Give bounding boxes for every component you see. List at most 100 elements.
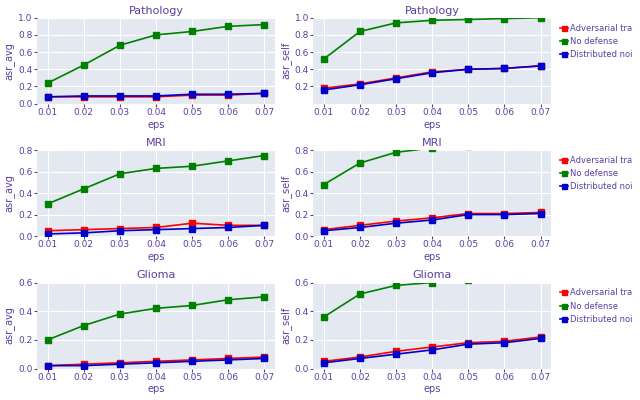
Distributed noi <box>152 227 160 232</box>
Line: No defense: No defense <box>321 274 543 320</box>
Distributed noi <box>225 92 232 97</box>
Distributed noi <box>465 67 472 72</box>
Line: Distributed noi: Distributed noi <box>45 356 267 368</box>
Adversarial tra <box>356 355 364 360</box>
Adversarial tra <box>188 358 196 362</box>
Distributed noi <box>500 66 508 71</box>
Distributed noi <box>188 92 196 97</box>
Adversarial tra <box>152 94 160 99</box>
Adversarial tra <box>260 91 268 96</box>
X-axis label: eps: eps <box>147 384 164 394</box>
Distributed noi <box>80 230 88 235</box>
Adversarial tra <box>428 216 436 220</box>
Legend: Adversarial tra, No defense, Distributed noi: Adversarial tra, No defense, Distributed… <box>558 22 635 60</box>
Adversarial tra <box>225 223 232 228</box>
Adversarial tra <box>320 227 328 232</box>
No defense <box>80 323 88 328</box>
No defense <box>500 276 508 281</box>
No defense <box>225 24 232 29</box>
No defense <box>188 164 196 169</box>
Adversarial tra <box>44 94 52 99</box>
Line: Adversarial tra: Adversarial tra <box>45 90 267 100</box>
Distributed noi <box>116 228 124 233</box>
Title: Glioma: Glioma <box>136 270 176 280</box>
Distributed noi <box>80 363 88 368</box>
Distributed noi <box>225 358 232 362</box>
Distributed noi <box>260 91 268 96</box>
No defense <box>537 140 545 145</box>
Distributed noi <box>44 94 52 99</box>
Y-axis label: asr_avg: asr_avg <box>6 306 15 344</box>
Distributed noi <box>320 360 328 365</box>
Line: No defense: No defense <box>45 22 267 86</box>
Y-axis label: asr_self: asr_self <box>281 174 292 212</box>
Adversarial tra <box>537 334 545 339</box>
No defense <box>152 306 160 311</box>
Line: No defense: No defense <box>321 15 543 62</box>
No defense <box>188 303 196 308</box>
Distributed noi <box>500 212 508 217</box>
Title: MRI: MRI <box>146 138 166 148</box>
Distributed noi <box>465 212 472 217</box>
Line: No defense: No defense <box>45 294 267 343</box>
No defense <box>465 144 472 148</box>
Adversarial tra <box>225 356 232 361</box>
Adversarial tra <box>152 359 160 364</box>
Distributed noi <box>80 94 88 98</box>
Adversarial tra <box>80 362 88 367</box>
No defense <box>320 56 328 61</box>
No defense <box>44 81 52 86</box>
No defense <box>80 63 88 68</box>
No defense <box>152 166 160 171</box>
Line: Distributed noi: Distributed noi <box>321 336 543 366</box>
Line: Adversarial tra: Adversarial tra <box>321 210 543 232</box>
Adversarial tra <box>320 86 328 91</box>
Adversarial tra <box>537 210 545 215</box>
No defense <box>116 171 124 176</box>
No defense <box>188 29 196 34</box>
Adversarial tra <box>465 340 472 345</box>
Adversarial tra <box>260 223 268 228</box>
Adversarial tra <box>225 93 232 98</box>
Distributed noi <box>152 94 160 98</box>
Line: Adversarial tra: Adversarial tra <box>321 334 543 364</box>
No defense <box>428 280 436 285</box>
X-axis label: eps: eps <box>424 252 441 262</box>
Line: Distributed noi: Distributed noi <box>45 90 267 100</box>
Distributed noi <box>225 225 232 230</box>
Line: Adversarial tra: Adversarial tra <box>45 220 267 234</box>
Adversarial tra <box>260 355 268 360</box>
Y-axis label: asr_avg: asr_avg <box>6 42 15 80</box>
Line: Distributed noi: Distributed noi <box>321 211 543 234</box>
Distributed noi <box>392 352 400 356</box>
No defense <box>500 16 508 21</box>
Adversarial tra <box>465 67 472 72</box>
Adversarial tra <box>188 93 196 98</box>
Adversarial tra <box>500 211 508 216</box>
Distributed noi <box>152 360 160 365</box>
No defense <box>225 158 232 163</box>
Adversarial tra <box>392 349 400 354</box>
Distributed noi <box>320 88 328 92</box>
Distributed noi <box>260 223 268 228</box>
Y-axis label: asr_self: asr_self <box>281 307 292 344</box>
No defense <box>356 29 364 34</box>
X-axis label: eps: eps <box>424 120 441 130</box>
Line: Adversarial tra: Adversarial tra <box>45 354 267 368</box>
Distributed noi <box>537 211 545 216</box>
Distributed noi <box>500 340 508 345</box>
Adversarial tra <box>152 225 160 230</box>
Adversarial tra <box>356 82 364 86</box>
X-axis label: eps: eps <box>147 120 164 130</box>
Legend: Adversarial tra, No defense, Distributed noi: Adversarial tra, No defense, Distributed… <box>558 287 635 325</box>
Adversarial tra <box>44 363 52 368</box>
No defense <box>80 186 88 191</box>
Distributed noi <box>260 356 268 361</box>
Line: Distributed noi: Distributed noi <box>45 222 267 237</box>
Line: No defense: No defense <box>45 153 267 207</box>
Adversarial tra <box>188 221 196 226</box>
No defense <box>356 161 364 166</box>
No defense <box>116 312 124 316</box>
No defense <box>392 283 400 288</box>
No defense <box>320 182 328 187</box>
